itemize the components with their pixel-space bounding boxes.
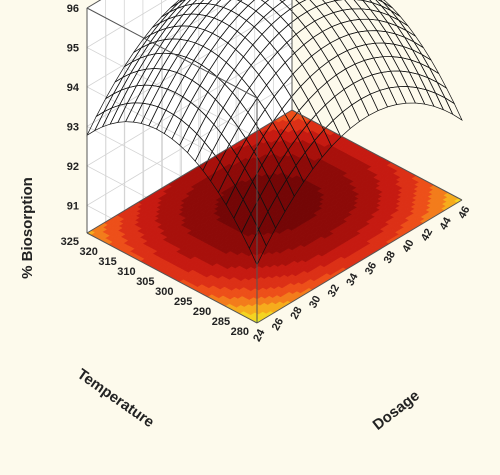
x-tick-label: 30 — [307, 294, 323, 310]
surface-cell — [351, 8, 370, 20]
surface-cell — [334, 0, 353, 11]
surface-cell — [379, 87, 398, 108]
surface-cell — [294, 44, 312, 66]
surface-cell — [342, 8, 361, 21]
y-tick-label: 320 — [80, 246, 98, 258]
surface-cell — [290, 85, 309, 112]
surface-cell — [320, 42, 339, 62]
y-tick-label: 280 — [231, 326, 249, 338]
z-tick-label: 92 — [67, 161, 79, 173]
x-tick-label: 24 — [251, 327, 268, 344]
surface-cell — [295, 26, 314, 46]
box-edge — [256, 199, 463, 324]
floor-contour-projection — [86, 109, 463, 324]
surface-cell — [248, 228, 267, 266]
box-edge — [86, 232, 258, 324]
surface-cell — [318, 60, 337, 83]
surface-cell — [363, 57, 382, 76]
x-tick-label: 26 — [270, 316, 286, 332]
surface-cell — [357, 30, 376, 45]
surface-cell — [314, 15, 333, 32]
y-tick-label: 290 — [193, 306, 211, 318]
surface-cell — [373, 56, 392, 73]
x-tick-label: 34 — [344, 271, 361, 288]
z-axis-title: % Biosorption — [19, 177, 36, 279]
z-tick-label: 95 — [67, 42, 79, 54]
surface-cell — [371, 72, 390, 91]
surface-cell — [436, 81, 456, 105]
surface-cell — [334, 88, 353, 113]
response-surface — [86, 0, 463, 266]
x-tick-label: 28 — [288, 305, 304, 321]
surface-cell — [344, 0, 363, 10]
y-axis-title: Temperature — [74, 366, 157, 431]
surface-cell — [397, 86, 416, 104]
surface-cell — [425, 89, 445, 111]
box-edge — [86, 7, 258, 99]
surface-cell — [369, 89, 388, 112]
x-tick-label: 42 — [419, 227, 435, 243]
surface-cell — [355, 44, 375, 61]
x-axis-title: Dosage — [370, 387, 423, 434]
y-tick-label: 285 — [212, 316, 230, 328]
surface-cell — [326, 74, 345, 98]
surface-cell — [289, 2, 308, 19]
surface-cell — [292, 63, 311, 87]
surface-cell — [317, 81, 336, 106]
surface-cell — [388, 86, 407, 105]
surface-cell — [374, 42, 393, 58]
surface-cell — [390, 70, 409, 88]
y-tick-label: 305 — [136, 276, 154, 288]
bounding-box — [86, 0, 463, 324]
surface-cell — [444, 96, 463, 122]
box-edge — [291, 109, 463, 201]
surface-cell — [328, 54, 347, 76]
y-tick-label: 310 — [117, 266, 135, 278]
z-tick-label: 94 — [67, 82, 80, 94]
x-tick-label: 46 — [456, 204, 472, 220]
x-tick-label: 38 — [382, 249, 398, 265]
x-tick-label: 32 — [326, 283, 342, 299]
surface-cell — [359, 18, 378, 32]
surface-cell — [382, 56, 401, 72]
y-tick-label: 325 — [61, 236, 79, 248]
surface-cell — [348, 31, 367, 48]
surface-cell — [390, 10, 409, 27]
y-tick-label: 300 — [155, 286, 173, 298]
surface-cell — [311, 48, 330, 70]
surface-cell — [297, 11, 316, 28]
z-tick-label: 93 — [67, 121, 79, 133]
surface-cell — [360, 8, 380, 21]
surface-cell — [428, 66, 448, 90]
surface-cell — [306, 6, 325, 22]
surface-cell — [349, 18, 369, 33]
y-tick-label: 315 — [98, 256, 116, 268]
surface-cell — [312, 31, 331, 50]
tick-labels: 2426283032343638404244462802852902953003… — [61, 3, 473, 344]
surface-cell — [403, 36, 423, 56]
surface-cell — [366, 30, 386, 44]
x-tick-label: 36 — [363, 260, 379, 276]
surface-cell — [309, 68, 328, 91]
z-tick-label: 91 — [67, 200, 79, 212]
x-tick-label: 44 — [438, 215, 455, 232]
surface-cell — [303, 36, 322, 57]
box-edge — [86, 109, 293, 234]
y-tick-label: 295 — [174, 296, 192, 308]
surface-cell — [380, 70, 399, 89]
surface-cell — [301, 55, 320, 78]
z-tick-label: 96 — [67, 3, 79, 15]
surface-cell — [365, 42, 384, 59]
surface-cell — [307, 89, 326, 115]
surface-cell — [324, 95, 343, 121]
surface-cell — [300, 76, 319, 101]
surface-cell — [304, 20, 324, 38]
x-tick-label: 40 — [400, 238, 416, 254]
surface-cell — [368, 18, 387, 33]
